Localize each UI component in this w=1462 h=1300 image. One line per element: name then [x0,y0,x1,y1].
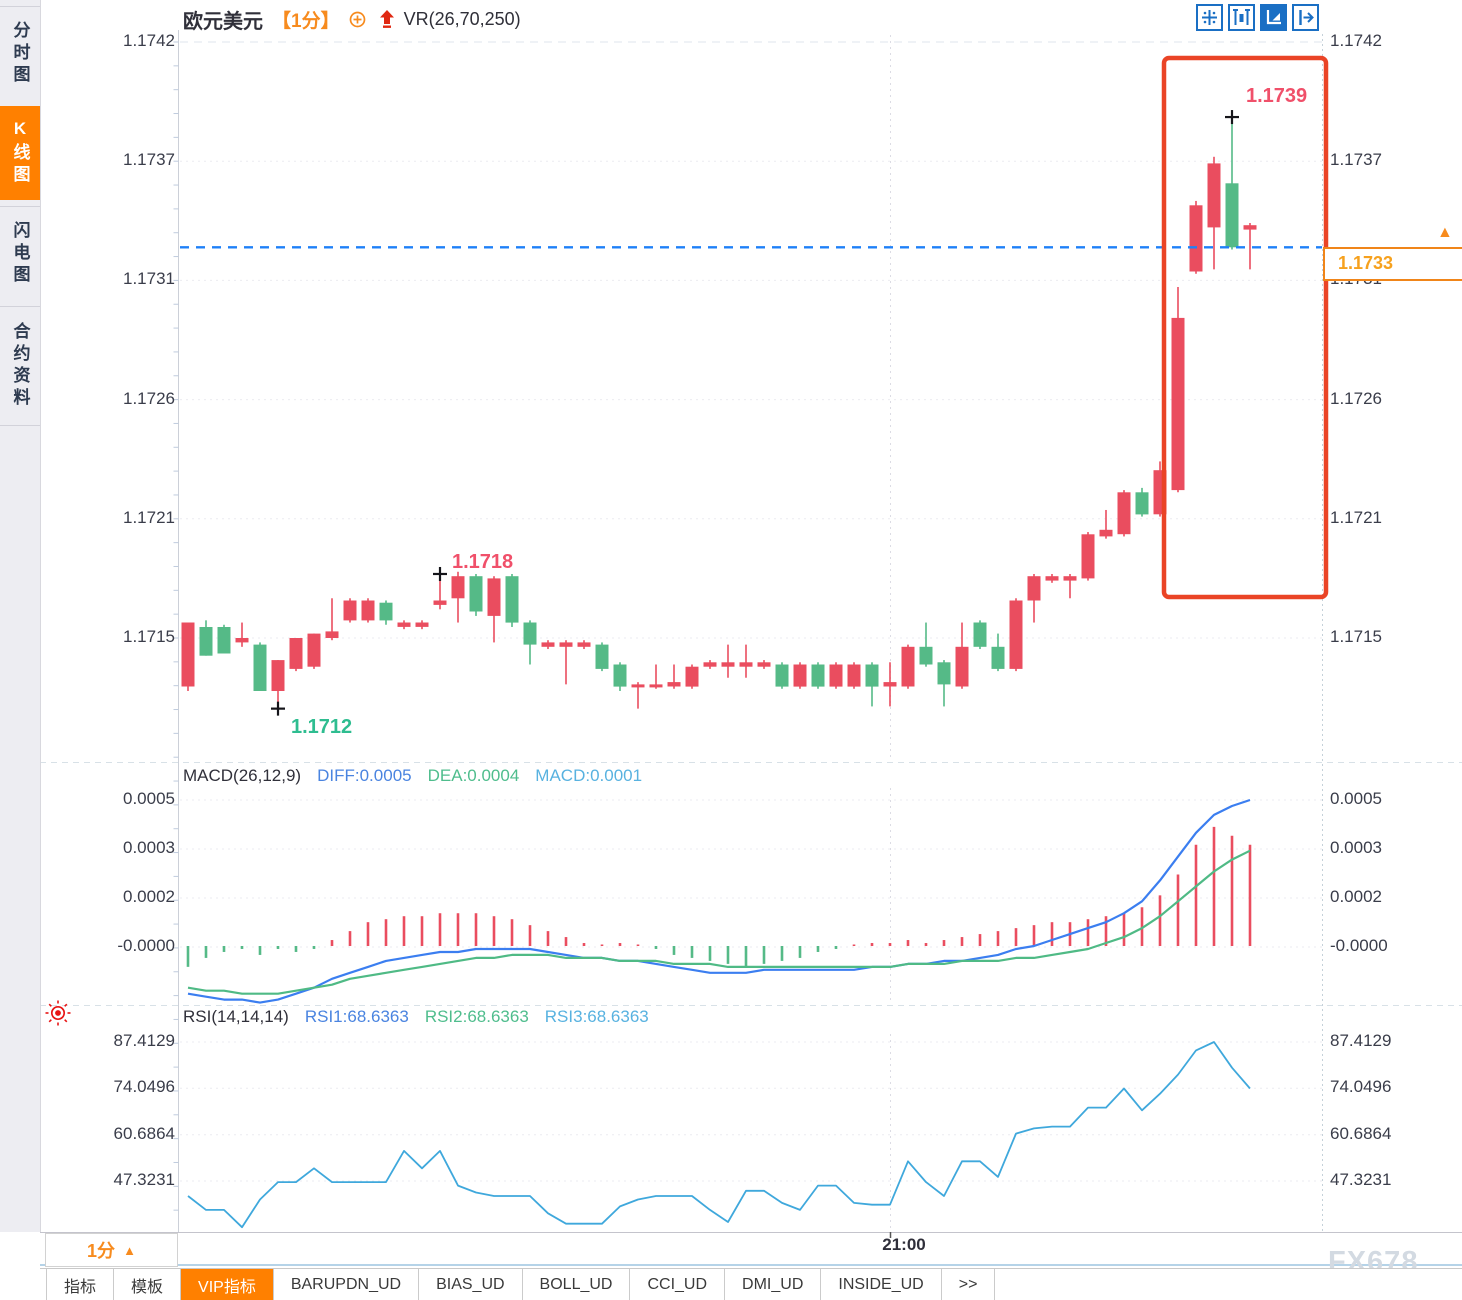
macd-axis-label: 0.0003 [123,838,175,857]
time-axis-label: 21:00 [882,1235,926,1254]
rsi2-value: RSI2:68.6363 [424,1007,529,1026]
interval-value: 1分 [87,1241,116,1261]
rsi-axis-label: 74.0496 [1330,1077,1392,1096]
tab-indicators[interactable]: 指标 [46,1269,115,1300]
rsi-title: RSI(14,14,14) [183,1007,289,1026]
sidebar-item-lightning-chart[interactable]: 闪电图 [0,206,40,301]
macd-axis-label: 0.0005 [1330,789,1382,808]
interval-selector[interactable]: 1分 ▲ [45,1233,178,1267]
macd-axis-label: 0.0002 [1330,887,1382,906]
tab-more[interactable]: >> [942,1269,996,1300]
chart-header: 欧元美元 【1分】 VR(26,70,250) [183,5,521,34]
price-axis-label: 1.1737 [123,150,175,169]
price-axis-label: 1.1731 [123,269,175,288]
axis-candle-icon[interactable] [1228,4,1255,31]
price-axis-label: 1.1742 [1330,31,1382,50]
price-up-marker-icon: ▲ [1437,224,1453,241]
chart-toolbar [1196,4,1319,31]
price-axis-label: 1.1721 [123,508,175,527]
alert-sun-icon[interactable] [45,1000,71,1026]
move-crosshair-icon[interactable] [1196,4,1223,31]
rsi-axis-label: 74.0496 [113,1077,175,1096]
tab-barupdn-ud[interactable]: BARUPDN_UD [274,1269,420,1300]
price-axis-label: 1.1726 [123,389,175,408]
macd-axis-label: 0.0005 [123,789,175,808]
symbol-name: 欧元美元 [183,11,263,33]
macd-axis-label: -0.0000 [117,936,175,955]
sidebar-item-contract-info[interactable]: 合约资料 [0,306,40,426]
macd-value: MACD:0.0001 [535,766,643,785]
rsi-axis-label: 87.4129 [1330,1031,1392,1050]
indicator-tabbar: 指标 模板 VIP指标 BARUPDN_UD BIAS_UD BOLL_UD C… [40,1268,1462,1300]
price-axis-label: 1.1721 [1330,508,1382,527]
tab-cci-ud[interactable]: CCI_UD [630,1269,726,1300]
macd-header: MACD(26,12,9) DIFF:0.0005 DEA:0.0004 MAC… [183,766,642,786]
tab-vip-indicators[interactable]: VIP指标 [181,1269,274,1300]
triangle-up-icon: ▲ [123,1242,136,1258]
swing-high-annotation: 1.1718 [452,551,514,573]
price-axis-label: 1.1742 [123,31,175,50]
rsi-axis-label: 87.4129 [113,1031,175,1050]
sidebar: 分时图 K线图 闪电图 合约资料 [0,0,41,1232]
macd-dea-value: DEA:0.0004 [427,766,520,785]
tab-dmi-ud[interactable]: DMI_UD [725,1269,822,1300]
vr-indicator-label: VR(26,70,250) [403,9,521,29]
current-price-callout: 1.1733 [1323,247,1462,281]
macd-axis-label: 0.0002 [123,887,175,906]
red-up-arrow-icon [379,10,395,29]
low-price-annotation: 1.1712 [291,716,353,738]
rsi-axis-label: 60.6864 [1330,1124,1392,1143]
pan-right-icon[interactable] [1292,4,1319,31]
tab-bias-ud[interactable]: BIAS_UD [419,1269,523,1300]
tab-inside-ud[interactable]: INSIDE_UD [821,1269,942,1300]
sidebar-item-timeline-chart[interactable]: 分时图 [0,6,40,101]
circle-plus-icon[interactable] [349,11,366,28]
bottom-divider [40,1264,1462,1266]
macd-axis-label: -0.0000 [1330,936,1388,955]
macd-diff-value: DIFF:0.0005 [317,766,412,785]
macd-axis-label: 0.0003 [1330,838,1382,857]
sidebar-item-candle-chart[interactable]: K线图 [0,106,40,200]
rsi-axis-label: 47.3231 [113,1170,175,1189]
price-axis-label: 1.1715 [1330,627,1382,646]
price-axis-label: 1.1715 [123,627,175,646]
tab-boll-ud[interactable]: BOLL_UD [523,1269,631,1300]
price-axis-label: 1.1737 [1330,150,1382,169]
rsi-header: RSI(14,14,14) RSI1:68.6363 RSI2:68.6363 … [183,1007,649,1027]
rsi-axis-label: 47.3231 [1330,1170,1392,1189]
rsi1-value: RSI1:68.6363 [304,1007,409,1026]
tab-templates[interactable]: 模板 [114,1269,182,1300]
high-price-annotation: 1.1739 [1246,85,1308,107]
rsi-axis-label: 60.6864 [113,1124,175,1143]
period-label[interactable]: 【1分】 [272,11,340,32]
macd-title: MACD(26,12,9) [183,766,302,785]
pointer-tool-icon[interactable] [1260,4,1287,31]
price-axis-label: 1.1726 [1330,389,1382,408]
rsi3-value: RSI3:68.6363 [544,1007,649,1026]
